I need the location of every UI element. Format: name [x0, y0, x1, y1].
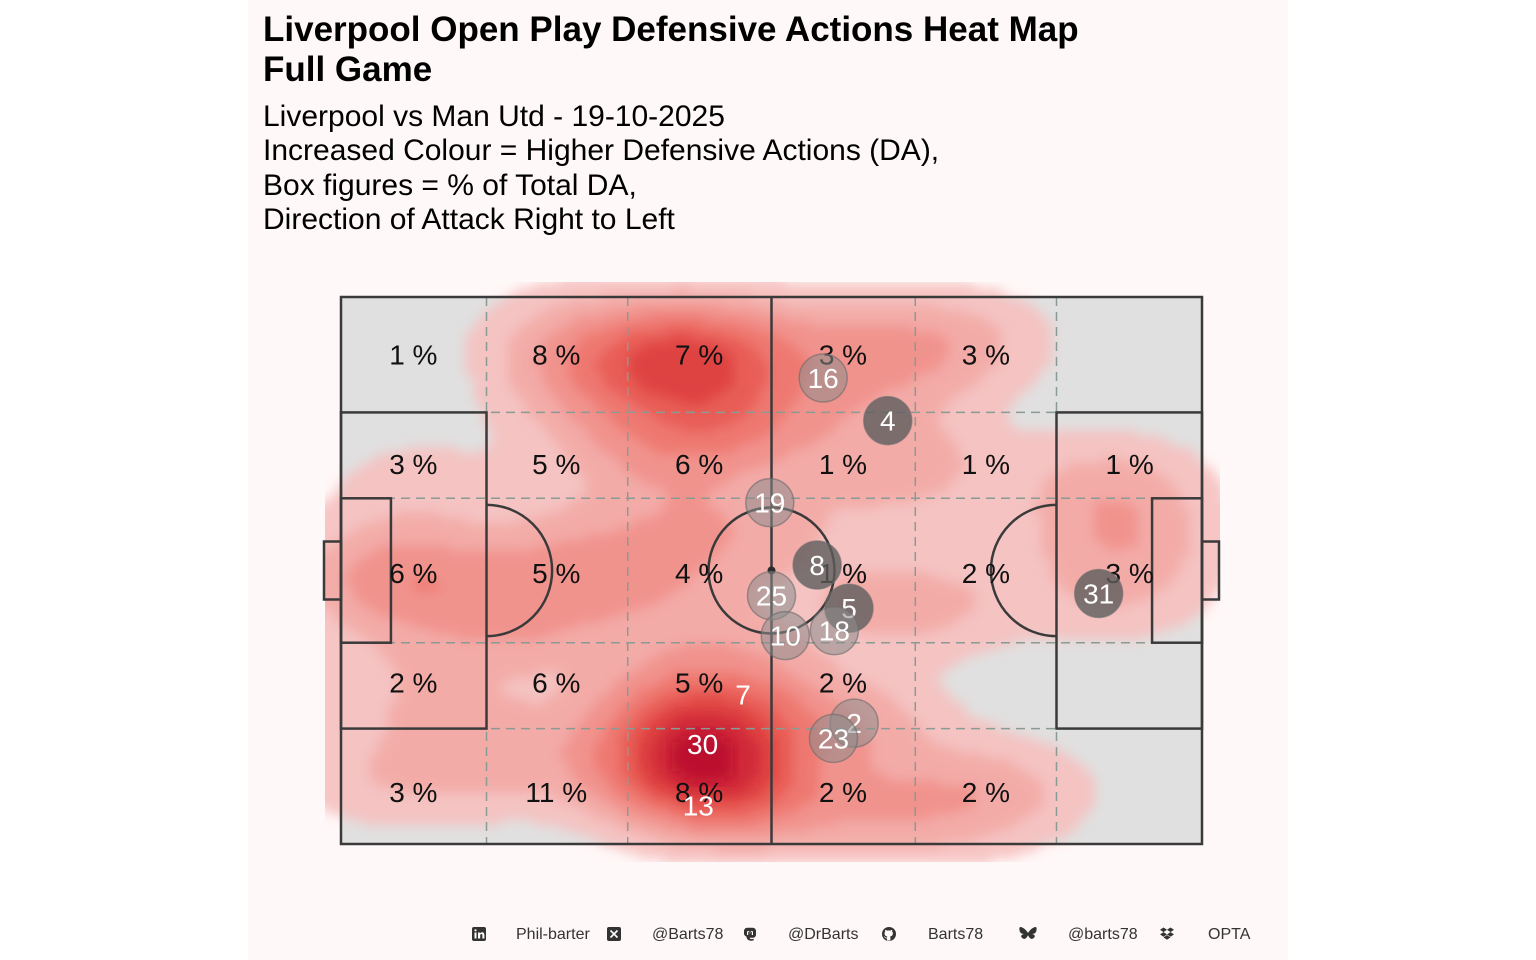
- x-twitter-icon[interactable]: [606, 926, 622, 942]
- player-marker: 18: [809, 605, 860, 656]
- player-marker: 23: [808, 713, 859, 764]
- player-marker: 31: [1073, 568, 1124, 619]
- subtitle-colour-note: Increased Colour = Higher Defensive Acti…: [263, 134, 940, 167]
- player-number: 4: [880, 406, 896, 437]
- zone-label: 1 %: [389, 339, 437, 370]
- chart-title: Liverpool Open Play Defensive Actions He…: [263, 10, 1079, 49]
- player-number: 10: [770, 621, 801, 652]
- linkedin-icon[interactable]: [471, 926, 487, 942]
- footer-linkedin-text[interactable]: Phil-barter: [516, 926, 590, 943]
- pitch-markings: [322, 295, 1221, 846]
- player-circle: [745, 477, 795, 528]
- zone-label: 7 %: [675, 339, 723, 370]
- chart-title-line2: Full Game: [263, 50, 433, 89]
- zone-label: 2 %: [962, 558, 1010, 589]
- zone-label: 5 %: [675, 668, 723, 699]
- zone-label: 8 %: [532, 339, 580, 370]
- player-circle: [792, 540, 842, 590]
- zone-label: 6 %: [532, 668, 580, 699]
- player-number: 31: [1083, 578, 1114, 609]
- player-marker: 10: [760, 610, 811, 661]
- density-contour-5: [628, 337, 777, 804]
- footer-source-text: OPTA: [1208, 926, 1251, 943]
- player-marker: 19: [745, 477, 795, 528]
- zone-label: 1 %: [819, 449, 867, 480]
- zone-label: 2 %: [819, 668, 867, 699]
- subtitle-match: Liverpool vs Man Utd - 19-10-2025: [263, 100, 725, 133]
- player-marker: 4: [862, 395, 913, 446]
- player-number: 18: [819, 616, 850, 647]
- player-number: 19: [754, 488, 785, 519]
- density-contour-7: [672, 731, 734, 782]
- player-circle: [798, 353, 848, 403]
- footer-bluesky-text[interactable]: @barts78: [1068, 926, 1138, 943]
- player-marker: 7: [735, 680, 751, 711]
- footer-github-text[interactable]: Barts78: [928, 926, 984, 943]
- zone-label: 6 %: [389, 558, 437, 589]
- player-number: 25: [756, 581, 787, 612]
- footer-mastodon-text[interactable]: @DrBarts: [788, 926, 859, 943]
- density-contour-1: [325, 288, 1190, 853]
- player-circle: [1073, 568, 1124, 619]
- player-circle: [760, 610, 811, 661]
- zone-label: 8 %: [675, 777, 723, 808]
- zone-label: 3 %: [389, 777, 437, 808]
- player-circle: [809, 605, 860, 656]
- footer-x-text[interactable]: @Barts78: [652, 926, 724, 943]
- player-marker: 8: [792, 540, 842, 590]
- footer-credits: Phil-barter @Barts78 @DrBarts Barts78 @b…: [0, 922, 1536, 950]
- bluesky-icon[interactable]: [1018, 926, 1038, 942]
- subtitle-box-note: Box figures = % of Total DA,: [263, 169, 637, 202]
- player-marker: 25: [746, 570, 797, 621]
- player-marker: 30: [687, 729, 718, 760]
- zone-label: 1 %: [962, 449, 1010, 480]
- zone-label: 5 %: [532, 449, 580, 480]
- zone-label: 4 %: [675, 558, 723, 589]
- dropbox-icon[interactable]: [1159, 926, 1175, 942]
- player-number: 8: [809, 550, 825, 581]
- zone-label: 11 %: [525, 777, 587, 808]
- zone-label: 6 %: [675, 449, 723, 480]
- right-penalty-arc: [989, 503, 1057, 638]
- player-number: 16: [808, 363, 839, 394]
- right-goal: [1200, 540, 1221, 601]
- player-number: 23: [818, 723, 849, 754]
- github-icon[interactable]: [881, 926, 897, 942]
- left-goal: [322, 540, 343, 601]
- subtitle-direction-note: Direction of Attack Right to Left: [263, 203, 675, 236]
- mastodon-icon[interactable]: [742, 926, 758, 942]
- player-number: 13: [683, 791, 714, 822]
- left-penalty-arc: [486, 503, 554, 638]
- zone-label: 2 %: [962, 777, 1010, 808]
- zone-label: 5 %: [532, 558, 580, 589]
- zone-label: 3 %: [962, 339, 1010, 370]
- zone-label: 2 %: [389, 668, 437, 699]
- zone-label: 2 %: [819, 777, 867, 808]
- player-number: 7: [735, 680, 751, 711]
- player-circle: [808, 713, 859, 764]
- player-circle: [862, 395, 913, 446]
- player-number: 30: [687, 729, 718, 760]
- zone-label: 1 %: [1106, 449, 1154, 480]
- player-marker: 13: [683, 791, 714, 822]
- player-marker: 16: [798, 353, 848, 403]
- zone-label: 3 %: [389, 449, 437, 480]
